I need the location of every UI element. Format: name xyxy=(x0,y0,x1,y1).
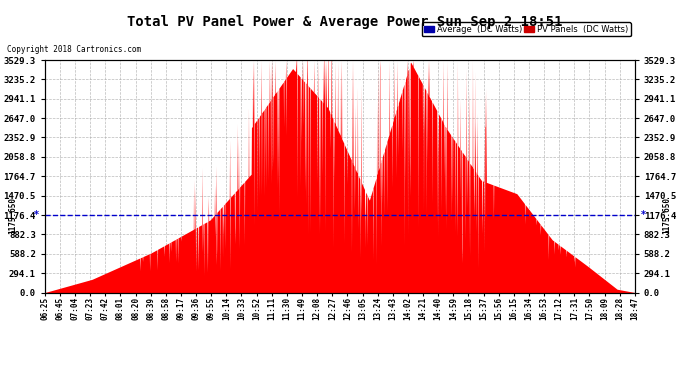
Text: 1175.650: 1175.650 xyxy=(663,196,672,234)
Text: Copyright 2018 Cartronics.com: Copyright 2018 Cartronics.com xyxy=(7,45,141,54)
Text: *: * xyxy=(641,210,646,220)
Text: 1175.650: 1175.650 xyxy=(8,196,17,234)
Text: *: * xyxy=(34,210,39,220)
Legend: Average  (DC Watts), PV Panels  (DC Watts): Average (DC Watts), PV Panels (DC Watts) xyxy=(422,22,631,36)
Text: Total PV Panel Power & Average Power Sun Sep 2 18:51: Total PV Panel Power & Average Power Sun… xyxy=(127,15,563,29)
